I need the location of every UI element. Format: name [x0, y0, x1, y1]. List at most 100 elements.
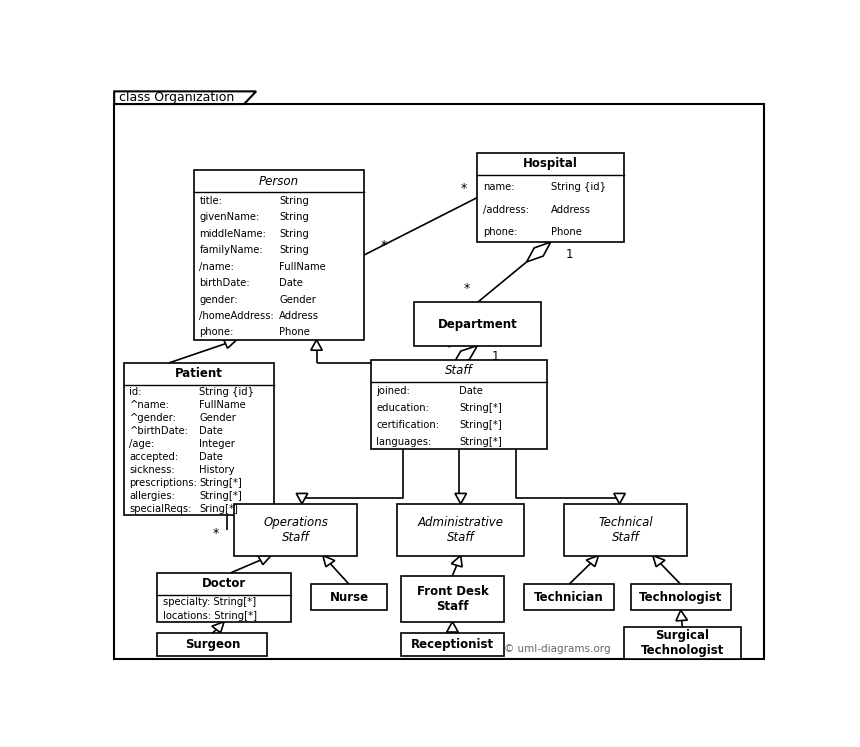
FancyBboxPatch shape	[234, 503, 358, 556]
FancyBboxPatch shape	[401, 576, 504, 622]
Polygon shape	[322, 556, 335, 567]
Text: ^birthDate:: ^birthDate:	[130, 426, 188, 436]
Text: String: String	[280, 212, 309, 223]
Text: Nurse: Nurse	[329, 591, 369, 604]
FancyBboxPatch shape	[194, 170, 364, 340]
Text: String[*]: String[*]	[200, 478, 242, 489]
Text: phone:: phone:	[200, 327, 234, 338]
Text: Doctor: Doctor	[202, 577, 246, 590]
Text: joined:: joined:	[376, 386, 410, 396]
Polygon shape	[587, 556, 599, 566]
Text: Sring[*]: Sring[*]	[200, 504, 238, 515]
Text: id:: id:	[130, 387, 142, 397]
Text: ^gender:: ^gender:	[130, 413, 176, 423]
Polygon shape	[310, 340, 322, 350]
Text: Technologist: Technologist	[639, 591, 722, 604]
Text: Phone: Phone	[280, 327, 310, 338]
FancyBboxPatch shape	[524, 584, 614, 610]
Text: Phone: Phone	[550, 227, 581, 237]
Polygon shape	[452, 346, 477, 365]
Text: /homeAddress:: /homeAddress:	[200, 311, 274, 321]
Text: /name:: /name:	[200, 261, 235, 272]
FancyBboxPatch shape	[397, 503, 524, 556]
Text: Address: Address	[550, 205, 591, 214]
Text: Surgeon: Surgeon	[185, 638, 240, 651]
Text: givenName:: givenName:	[200, 212, 260, 223]
Text: String {id}: String {id}	[550, 182, 605, 192]
Text: *: *	[464, 282, 470, 295]
Text: String: String	[280, 196, 309, 206]
Polygon shape	[614, 494, 625, 503]
Text: /address:: /address:	[482, 205, 529, 214]
Text: Person: Person	[259, 175, 299, 187]
Text: specialty: String[*]: specialty: String[*]	[163, 597, 256, 607]
FancyBboxPatch shape	[630, 584, 731, 610]
Text: String[*]: String[*]	[200, 492, 242, 501]
Text: 1: 1	[565, 248, 573, 261]
Text: *: *	[212, 527, 219, 539]
Polygon shape	[676, 610, 687, 621]
FancyBboxPatch shape	[371, 360, 548, 449]
FancyBboxPatch shape	[157, 573, 291, 622]
Text: Date: Date	[280, 278, 303, 288]
Text: Technician: Technician	[534, 591, 604, 604]
Text: 1: 1	[492, 350, 500, 363]
Text: Technical
Staff: Technical Staff	[599, 515, 653, 544]
Text: locations: String[*]: locations: String[*]	[163, 610, 257, 621]
Text: Operations
Staff: Operations Staff	[263, 515, 329, 544]
Text: Date: Date	[459, 386, 483, 396]
Text: phone:: phone:	[482, 227, 517, 237]
Text: FullName: FullName	[200, 400, 246, 410]
FancyBboxPatch shape	[114, 104, 764, 659]
Text: Gender: Gender	[280, 294, 316, 305]
Text: String: String	[280, 229, 309, 239]
Polygon shape	[653, 556, 665, 567]
Polygon shape	[258, 556, 271, 565]
Text: title:: title:	[200, 196, 223, 206]
FancyBboxPatch shape	[415, 303, 541, 346]
Text: Department: Department	[438, 317, 517, 330]
Text: *: *	[381, 239, 387, 252]
Text: Date: Date	[200, 452, 223, 462]
Polygon shape	[452, 556, 462, 567]
Text: ^name:: ^name:	[130, 400, 169, 410]
Text: name:: name:	[482, 182, 514, 192]
Text: middleName:: middleName:	[200, 229, 267, 239]
Text: specialReqs:: specialReqs:	[130, 504, 192, 515]
Text: Address: Address	[280, 311, 319, 321]
Text: © uml-diagrams.org: © uml-diagrams.org	[504, 644, 611, 654]
Text: Patient: Patient	[175, 368, 223, 380]
Text: /age:: /age:	[130, 439, 155, 449]
FancyBboxPatch shape	[624, 627, 740, 659]
Polygon shape	[224, 339, 236, 348]
Text: Administrative
Staff: Administrative Staff	[418, 515, 504, 544]
Polygon shape	[455, 494, 466, 503]
Text: History: History	[200, 465, 235, 475]
Text: Receptionist: Receptionist	[411, 638, 494, 651]
FancyBboxPatch shape	[401, 633, 504, 656]
Text: gender:: gender:	[200, 294, 238, 305]
Text: accepted:: accepted:	[130, 452, 179, 462]
Text: String[*]: String[*]	[459, 403, 502, 413]
Text: Date: Date	[200, 426, 223, 436]
Polygon shape	[526, 242, 550, 262]
Text: Hospital: Hospital	[523, 158, 578, 170]
Text: education:: education:	[376, 403, 429, 413]
Text: *: *	[267, 503, 273, 516]
FancyBboxPatch shape	[124, 363, 274, 515]
FancyBboxPatch shape	[310, 584, 387, 610]
Text: *: *	[461, 182, 467, 195]
Polygon shape	[212, 622, 224, 633]
Text: String {id}: String {id}	[200, 387, 255, 397]
Polygon shape	[296, 494, 308, 503]
Text: Staff: Staff	[445, 365, 473, 377]
Text: String: String	[280, 245, 309, 255]
Text: class Organization: class Organization	[120, 91, 235, 104]
Text: prescriptions:: prescriptions:	[130, 478, 197, 489]
Polygon shape	[446, 622, 458, 632]
FancyBboxPatch shape	[157, 633, 267, 656]
Text: sickness:: sickness:	[130, 465, 175, 475]
Text: Gender: Gender	[200, 413, 236, 423]
Text: FullName: FullName	[280, 261, 326, 272]
FancyBboxPatch shape	[477, 153, 624, 242]
